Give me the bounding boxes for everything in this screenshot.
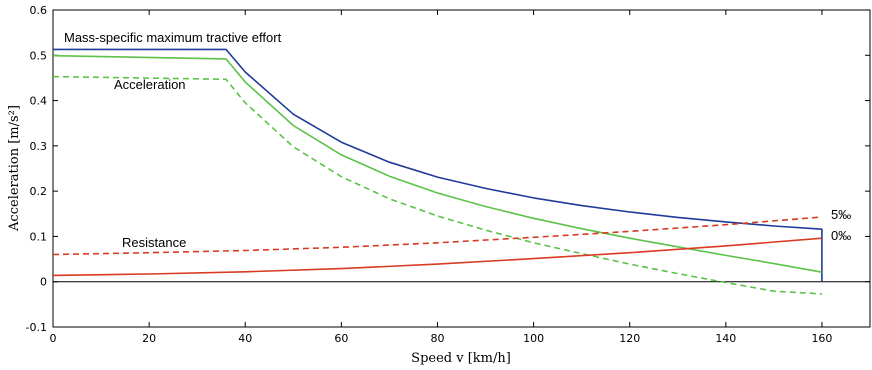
y-tick-label: 0.5 xyxy=(30,49,48,62)
x-tick-label: 120 xyxy=(619,332,640,345)
plot-frame xyxy=(52,9,871,328)
y-tick-label: 0.6 xyxy=(30,4,48,17)
x-tick-label: 60 xyxy=(334,332,348,345)
axis-ticks: 0 20 40 60 80 100 120 140 160-0.100.10.20.30.40.… xyxy=(26,4,870,345)
series-group xyxy=(52,48,823,295)
y-axis-title: Acceleration [m/s²] xyxy=(7,105,22,232)
x-axis-title: Speed v [km/h] xyxy=(411,351,511,366)
x-tick-label: 140 xyxy=(715,332,736,345)
series-line-2 xyxy=(52,75,822,295)
x-tick-label: 0 xyxy=(50,332,57,345)
x-tick-label: 20 xyxy=(142,332,156,345)
y-tick-label: -0.1 xyxy=(26,321,47,334)
series-line-0 xyxy=(53,48,823,282)
x-tick-label: 40 xyxy=(238,332,252,345)
y-tick-label: 0.2 xyxy=(30,185,48,198)
y-tick-label: 0.3 xyxy=(30,140,48,153)
series-line-3 xyxy=(52,237,822,277)
x-tick-label: 80 xyxy=(430,332,444,345)
y-tick-label: 0 xyxy=(40,276,47,289)
series-line-1 xyxy=(52,54,823,273)
annotation-grade-5: 5‰ xyxy=(831,207,851,222)
annotation-grade-0: 0‰ xyxy=(831,228,851,243)
series-line-4 xyxy=(52,216,822,256)
y-tick-label: 0.4 xyxy=(30,95,48,108)
x-tick-label: 100 xyxy=(523,332,544,345)
x-tick-label: 160 xyxy=(811,332,832,345)
annotation-tractive: Mass-specific maximum tractive effort xyxy=(64,30,282,45)
annotation-resistance: Resistance xyxy=(122,235,186,250)
y-tick-label: 0.1 xyxy=(30,230,48,243)
annotation-acceleration: Acceleration xyxy=(114,77,186,92)
